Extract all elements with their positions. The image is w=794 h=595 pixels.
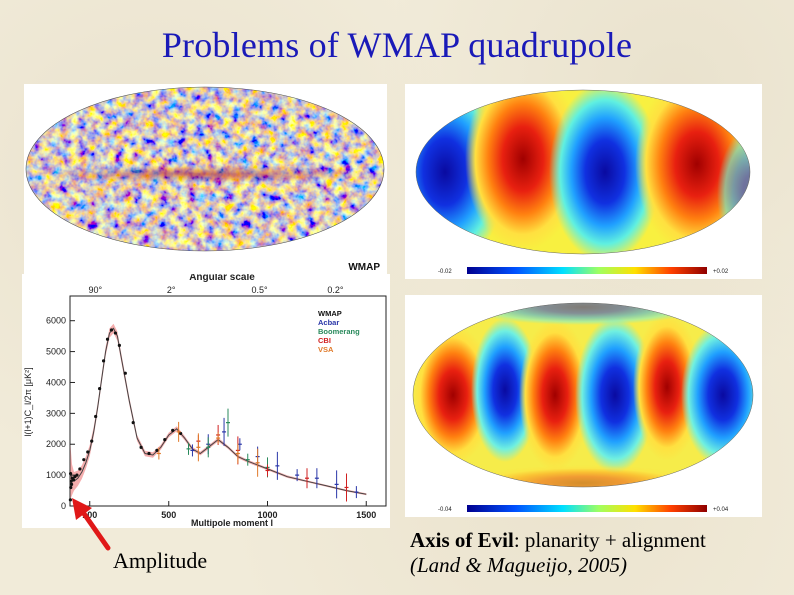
top-tick-label: 90°: [88, 285, 102, 295]
y-tick-label: 1000: [46, 470, 66, 480]
data-point-wmap: [98, 387, 102, 391]
data-point-wmap: [71, 478, 76, 482]
top-tick-label: 0.2°: [327, 285, 344, 295]
data-point-wmap: [90, 439, 94, 443]
top-tick-label: 0.5°: [252, 285, 269, 295]
x-tick-label: 1500: [356, 510, 376, 520]
data-point-wmap: [117, 343, 121, 348]
quadrupole-scale-max: +0.02: [713, 269, 729, 275]
data-point-wmap: [78, 467, 82, 471]
quadrupole-map: -0.02 +0.02: [405, 84, 762, 279]
y-axis-label: l(l+1)C_l/2π [μK²]: [23, 367, 33, 436]
data-point-wmap: [131, 421, 135, 425]
data-point-wmap: [75, 473, 79, 477]
octopole-scale-max: +0.04: [713, 507, 729, 513]
data-point-wmap: [147, 451, 151, 456]
data-point-wmap: [68, 498, 72, 502]
wmap-label: WMAP: [348, 262, 380, 273]
legend-entry: Acbar: [318, 318, 339, 327]
y-tick-label: 3000: [46, 408, 66, 418]
quadrupole-colorbar: [467, 267, 707, 274]
y-tick-label: 5000: [46, 347, 66, 357]
octopole-colorbar: [467, 505, 707, 512]
data-point-wmap: [139, 445, 143, 449]
octopole-map: -0.04 +0.04: [405, 295, 762, 517]
data-point-wmap: [155, 448, 159, 453]
data-point-wmap: [101, 359, 106, 363]
data-point-wmap: [109, 328, 114, 332]
data-point-wmap: [171, 428, 175, 432]
data-point-wmap: [86, 450, 90, 454]
y-tick-label: 4000: [46, 377, 66, 387]
data-point-wmap: [68, 471, 73, 476]
legend-entry: Boomerang: [318, 327, 360, 336]
y-tick-label: 6000: [46, 316, 66, 326]
legend-entry: VSA: [318, 345, 334, 354]
legend-entry: WMAP: [318, 309, 342, 318]
octopole-scale-min: -0.04: [438, 507, 452, 513]
slide-title: Problems of WMAP quadrupole: [161, 25, 633, 65]
x-tick-label: 100: [82, 510, 97, 520]
data-point-wmap: [163, 438, 167, 442]
data-point-wmap: [113, 331, 118, 335]
power-spectrum-chart: Angular scale 90° 2° 0.5° 0.2° 0 1000 2000 300…: [22, 274, 390, 528]
angular-scale-label: Angular scale: [189, 274, 255, 283]
data-point-wmap: [69, 479, 73, 483]
data-point-wmap: [94, 414, 98, 419]
x-tick-label: 500: [161, 510, 176, 520]
data-point-wmap: [179, 431, 183, 436]
axis-of-evil-caption: Axis of Evil: planarity + alignment (Lan…: [410, 528, 706, 578]
axis-of-evil-term: Axis of Evil: [410, 528, 514, 552]
data-point-wmap: [69, 485, 73, 490]
quadrupole-scale-min: -0.02: [438, 269, 452, 275]
y-tick-label: 2000: [46, 439, 66, 449]
top-tick-label: 2°: [167, 285, 176, 295]
legend-entry: CBI: [318, 336, 331, 345]
data-point-wmap: [69, 482, 74, 486]
y-tick-label: 0: [61, 501, 66, 511]
amplitude-caption: Amplitude: [113, 548, 208, 573]
amplitude-arrow-icon: [72, 498, 111, 551]
data-point-wmap: [105, 337, 110, 341]
data-point-wmap: [82, 458, 86, 462]
wmap-sky-map: WMAP: [24, 84, 387, 274]
x-axis-label: Multipole moment l: [191, 518, 273, 528]
x-tick-label: 1000: [257, 510, 277, 520]
axis-of-evil-description: : planarity + alignment: [513, 528, 706, 552]
data-point-wmap: [123, 371, 127, 375]
citation: (Land & Magueijo, 2005): [410, 553, 627, 577]
plot-frame: [69, 295, 387, 507]
